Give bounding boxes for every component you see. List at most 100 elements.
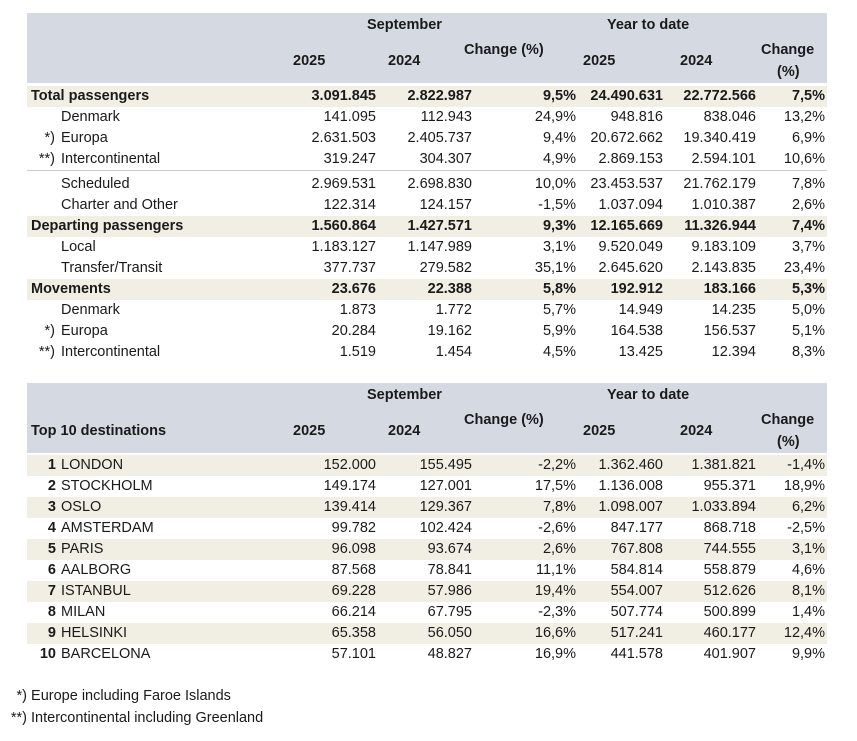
cell-y24: 9.183.109 [691, 239, 756, 255]
header-change: Change (%) [464, 412, 544, 428]
cell-y24: 11.326.944 [684, 218, 756, 234]
cell-ych: 9,9% [791, 646, 825, 662]
destination-city: MILAN [61, 604, 106, 620]
footnote-text: Intercontinental including Greenland [31, 710, 264, 726]
table-row: Transfer/Transit 377.737 279.582 35,1% 2.645… [27, 258, 827, 279]
row-label: Departing passengers [31, 218, 184, 234]
table-row: 5 PARIS 96.098 93.674 2,6% 767.808 744.555 3,1% [27, 539, 827, 560]
cell-s25: 2.631.503 [311, 130, 376, 146]
cell-sch: 2,6% [542, 541, 576, 557]
cell-y24: 500.899 [703, 604, 756, 620]
cell-s25: 87.568 [331, 562, 376, 578]
cell-s24: 48.827 [427, 646, 472, 662]
cell-s25: 2.969.531 [311, 176, 376, 192]
row-label: Local [61, 239, 96, 255]
cell-y25: 441.578 [610, 646, 663, 662]
cell-ych: 1,4% [791, 604, 825, 620]
cell-ych: -1,4% [787, 457, 825, 473]
cell-sch: 4,5% [542, 344, 576, 360]
cell-s24: 93.674 [427, 541, 472, 557]
row-marker: **) [38, 151, 55, 167]
table-row: Total passengers 3.091.845 2.822.987 9,5% 24… [27, 86, 827, 107]
table-row: 6 AALBORG 87.568 78.841 11,1% 584.814 558.879 4… [27, 560, 827, 581]
cell-s24: 19.162 [427, 323, 472, 339]
cell-ych: 8,3% [791, 344, 825, 360]
cell-y25: 20.672.662 [590, 130, 663, 146]
cell-y25: 847.177 [610, 520, 663, 536]
table-row: Denmark 141.095 112.943 24,9% 948.816 838.046… [27, 107, 827, 128]
cell-y25: 554.007 [610, 583, 663, 599]
destination-rank: 2 [47, 478, 56, 494]
footnote-mark: **) [10, 710, 27, 726]
table-row: 1 LONDON 152.000 155.495 -2,2% 1.362.460 1.381… [27, 455, 827, 476]
cell-s25: 1.519 [339, 344, 376, 360]
cell-y24: 460.177 [703, 625, 756, 641]
cell-sch: 7,8% [542, 499, 576, 515]
cell-s25: 57.101 [331, 646, 376, 662]
cell-s24: 56.050 [427, 625, 472, 641]
cell-sch: 16,6% [534, 625, 576, 641]
cell-y25: 1.136.008 [598, 478, 663, 494]
cell-sch: 17,5% [534, 478, 576, 494]
cell-s25: 96.098 [331, 541, 376, 557]
cell-y25: 12.165.669 [590, 218, 663, 234]
cell-sch: -2,6% [538, 520, 576, 536]
cell-sch: 35,1% [534, 260, 576, 276]
row-label: Denmark [61, 109, 120, 125]
header-september: September [367, 17, 442, 33]
destination-rank: 1 [47, 457, 56, 473]
cell-ych: 13,2% [783, 109, 825, 125]
cell-s25: 139.414 [323, 499, 376, 515]
cell-y24: 156.537 [703, 323, 756, 339]
header-ytd: Year to date [607, 17, 690, 33]
cell-sch: 4,9% [542, 151, 576, 167]
destination-rank: 6 [47, 562, 56, 578]
cell-sch: 19,4% [534, 583, 576, 599]
cell-y24: 14.235 [711, 302, 756, 318]
header-2024: 2024 [388, 53, 421, 69]
cell-s24: 1.427.571 [407, 218, 472, 234]
table-row: *) Europa 20.284 19.162 5,9% 164.538 156.537 5,… [27, 321, 827, 342]
table-row: 2 STOCKHOLM 149.174 127.001 17,5% 1.136.008 95… [27, 476, 827, 497]
cell-s24: 2.822.987 [407, 88, 472, 104]
cell-ych: 8,1% [791, 583, 825, 599]
destination-rank: 9 [47, 625, 56, 641]
header-ytd-2024: 2024 [680, 423, 713, 439]
cell-s24: 78.841 [427, 562, 472, 578]
cell-s25: 149.174 [323, 478, 376, 494]
cell-y24: 838.046 [703, 109, 756, 125]
footnote-intercontinental: **) Intercontinental including Greenland [6, 710, 263, 726]
cell-s24: 155.495 [419, 457, 472, 473]
cell-ych: 10,6% [783, 151, 825, 167]
cell-y24: 2.594.101 [691, 151, 756, 167]
cell-sch: 9,3% [542, 218, 576, 234]
cell-sch: 3,1% [542, 239, 576, 255]
cell-y25: 1.362.460 [598, 457, 663, 473]
cell-sch: 16,9% [534, 646, 576, 662]
cell-s25: 65.358 [331, 625, 376, 641]
row-label: Transfer/Transit [61, 260, 163, 276]
cell-ych: 5,0% [791, 302, 825, 318]
cell-y25: 9.520.049 [598, 239, 663, 255]
cell-s25: 141.095 [323, 109, 376, 125]
table-row: 10 BARCELONA 57.101 48.827 16,9% 441.578 401.9… [27, 644, 827, 665]
header-ytd-change-unit: (%) [777, 434, 800, 450]
table-row: Denmark 1.873 1.772 5,7% 14.949 14.235 5,0% [27, 300, 827, 321]
cell-s24: 67.795 [427, 604, 472, 620]
cell-ych: 3,1% [791, 541, 825, 557]
cell-y24: 512.626 [703, 583, 756, 599]
header-ytd-change-unit: (%) [777, 64, 800, 80]
destination-city: STOCKHOLM [61, 478, 153, 494]
cell-s24: 102.424 [419, 520, 472, 536]
cell-ych: 4,6% [791, 562, 825, 578]
destination-rank: 8 [47, 604, 56, 620]
destination-rank: 3 [47, 499, 56, 515]
header-september: September [367, 387, 442, 403]
cell-ych: 5,1% [791, 323, 825, 339]
header-ytd-change: Change [761, 42, 815, 58]
table-row: Departing passengers 1.560.864 1.427.571 9,… [27, 216, 827, 237]
row-label: Intercontinental [61, 151, 161, 167]
cell-y24: 12.394 [711, 344, 756, 360]
cell-sch: 10,0% [534, 176, 576, 192]
row-label: Total passengers [31, 88, 150, 104]
